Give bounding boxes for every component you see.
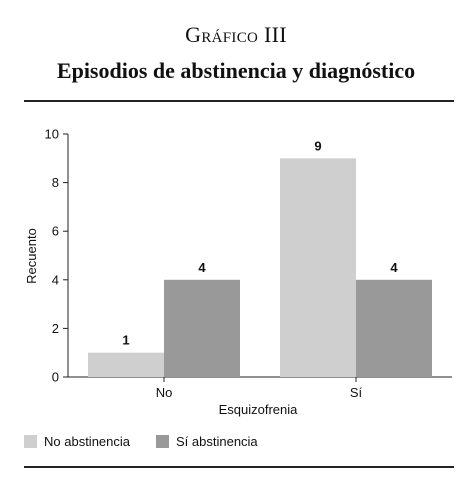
legend-item-si-abstinencia: Sí abstinencia — [156, 434, 258, 449]
legend-item-no-abstinencia: No abstinencia — [24, 434, 130, 449]
legend-label-no-abstinencia: No abstinencia — [44, 434, 130, 449]
legend-label-si-abstinencia: Sí abstinencia — [176, 434, 258, 449]
y-axis-label: Recuento — [24, 228, 39, 284]
bar — [88, 352, 164, 377]
y-tick-label: 6 — [52, 224, 59, 239]
top-rule — [24, 100, 454, 102]
x-axis-label: Esquizofrenia — [219, 402, 299, 417]
y-tick-label: 0 — [52, 370, 59, 385]
bar — [164, 279, 240, 377]
figure-label: Gráfico III — [185, 22, 287, 47]
figure-title: Episodios de abstinencia y diagnóstico — [56, 58, 416, 83]
y-axis: 0 2 4 6 8 10 — [45, 127, 69, 385]
x-tick-label: Sí — [350, 385, 363, 400]
bar — [280, 158, 356, 377]
x-axis: No Sí — [68, 376, 452, 400]
y-tick-label: 8 — [52, 175, 59, 190]
data-label: 4 — [390, 260, 398, 275]
data-label: 9 — [314, 138, 321, 153]
bottom-rule — [24, 466, 454, 468]
bar — [356, 279, 432, 377]
x-tick-label: No — [156, 385, 173, 400]
y-tick-label: 4 — [52, 272, 59, 287]
legend-swatch-si-abstinencia — [156, 435, 169, 448]
y-tick-label: 10 — [45, 127, 59, 142]
data-label: 4 — [198, 260, 206, 275]
data-label: 1 — [122, 333, 129, 348]
y-tick-label: 2 — [52, 321, 59, 336]
legend-swatch-no-abstinencia — [24, 435, 37, 448]
legend: No abstinencia Sí abstinencia — [24, 434, 284, 449]
bars — [88, 158, 432, 377]
